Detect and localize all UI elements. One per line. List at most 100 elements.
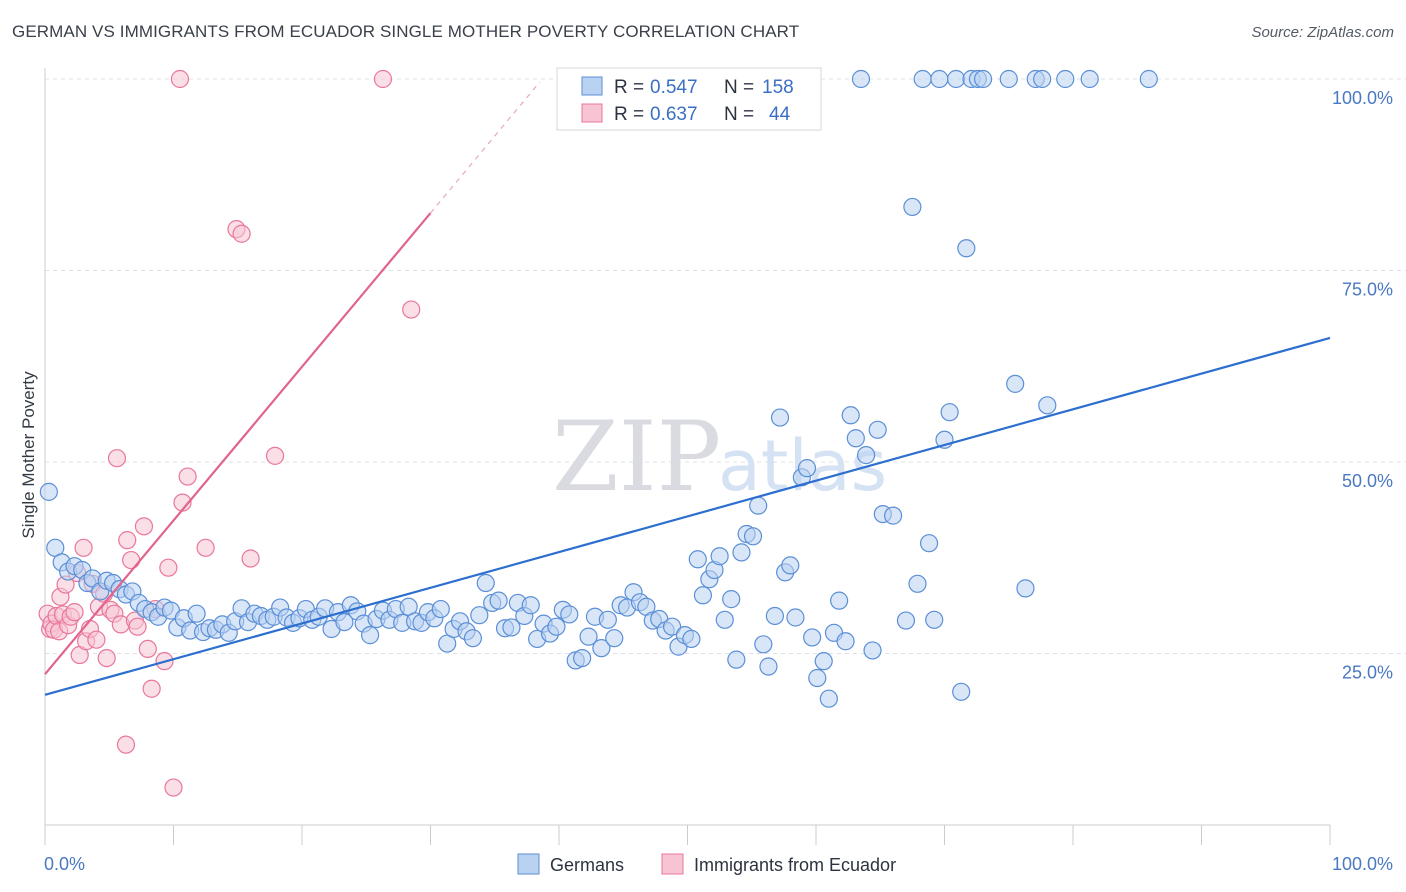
german-point <box>521 596 540 615</box>
german-point <box>722 590 741 609</box>
ecuador-point <box>116 735 136 754</box>
german-point <box>930 69 949 89</box>
german-point <box>470 606 489 625</box>
bottom-legend-swatch-ecuador <box>661 853 684 875</box>
german-point <box>797 459 817 478</box>
german-point <box>361 626 380 645</box>
german-point <box>863 641 882 660</box>
legend-n-label-ecuador: N = <box>724 104 754 125</box>
german-point <box>803 628 822 647</box>
german-point <box>896 611 916 630</box>
german-point <box>693 586 713 605</box>
german-point <box>335 612 354 632</box>
bottom-legend-germans: Germans <box>550 855 624 875</box>
ecuador-trend-line <box>44 212 432 675</box>
legend-n-value-ecuador: 44 <box>769 104 791 125</box>
y-axis-label: Single Mother Poverty <box>19 371 38 539</box>
german-point <box>973 69 993 89</box>
german-point <box>688 550 707 569</box>
german-point <box>682 629 701 649</box>
german-point <box>857 446 876 465</box>
german-point <box>463 629 483 648</box>
german-point <box>715 610 734 629</box>
german-point <box>560 605 579 624</box>
german-point <box>605 629 624 648</box>
german-point <box>547 617 566 636</box>
german-point <box>1038 396 1057 415</box>
ecuador-point <box>159 558 178 577</box>
ecuador-point <box>87 630 106 649</box>
top-legend: R = 0.547 N = 158 R = 0.637 N = 44 <box>556 67 822 131</box>
legend-r-value-ecuador: 0.637 <box>650 104 698 125</box>
german-point <box>598 610 617 629</box>
legend-r-value-germans: 0.547 <box>650 77 698 98</box>
x-axis-ticks <box>44 825 1331 845</box>
ecuador-point <box>134 517 154 536</box>
series-ecuador-points <box>38 69 421 797</box>
german-point <box>946 69 966 89</box>
ecuador-point <box>107 449 127 468</box>
german-point <box>765 606 784 626</box>
german-point <box>819 689 838 708</box>
german-point <box>846 429 865 448</box>
german-point <box>754 635 773 654</box>
german-point <box>770 408 790 427</box>
ecuador-point <box>121 550 141 570</box>
bottom-legend: Germans Immigrants from Ecuador <box>517 853 896 875</box>
ecuador-point <box>196 538 215 557</box>
ecuador-point <box>128 617 147 636</box>
legend-swatch-ecuador <box>581 103 603 123</box>
watermark: ZIP atlas <box>552 401 887 513</box>
german-point <box>957 239 976 258</box>
y-tick-label: 50.0% <box>1342 471 1393 491</box>
trend-lines <box>44 81 1331 696</box>
y-tick-labels: 25.0% 50.0% 75.0% 100.0% <box>1332 88 1393 683</box>
german-point <box>913 69 932 89</box>
german-point <box>999 69 1018 89</box>
german-point <box>749 496 768 515</box>
ecuador-point <box>241 549 260 568</box>
ecuador-point <box>373 69 393 89</box>
german-point <box>710 547 729 566</box>
series-germans-points <box>39 69 1158 708</box>
german-point <box>431 599 450 619</box>
german-point <box>868 420 887 439</box>
ecuador-point <box>178 467 197 486</box>
german-point <box>502 618 521 637</box>
y-tick-label: 25.0% <box>1342 663 1393 683</box>
ecuador-point <box>170 69 190 89</box>
german-point <box>39 482 58 501</box>
german-point <box>187 604 206 623</box>
watermark-zip: ZIP <box>552 401 721 513</box>
ecuador-point <box>97 648 116 668</box>
german-point <box>662 617 682 636</box>
legend-n-value-germans: 158 <box>762 77 794 98</box>
ecuador-point <box>138 639 157 659</box>
german-point <box>743 527 763 546</box>
german-point <box>759 657 778 676</box>
german-point <box>841 406 860 425</box>
ecuador-point <box>164 778 183 797</box>
german-point <box>1006 374 1025 393</box>
germans-trend-line <box>44 336 1331 696</box>
german-point <box>1016 579 1035 598</box>
ecuador-point <box>74 538 93 557</box>
german-point <box>851 69 871 89</box>
chart-title: GERMAN VS IMMIGRANTS FROM ECUADOR SINGLE… <box>12 22 800 41</box>
german-point <box>830 591 849 610</box>
german-point <box>908 574 927 593</box>
ecuador-point <box>402 300 421 319</box>
y-tick-label: 75.0% <box>1342 280 1393 300</box>
german-point <box>592 639 611 658</box>
german-point <box>1056 69 1075 89</box>
y-tick-label: 100.0% <box>1332 88 1393 108</box>
ecuador-point <box>265 446 285 465</box>
german-point <box>952 682 971 701</box>
german-point <box>925 610 944 629</box>
german-point <box>727 650 746 669</box>
ecuador-point <box>142 679 161 698</box>
bottom-legend-swatch-germans <box>517 853 540 875</box>
bottom-legend-ecuador: Immigrants from Ecuador <box>694 855 896 875</box>
german-point <box>1080 69 1099 89</box>
